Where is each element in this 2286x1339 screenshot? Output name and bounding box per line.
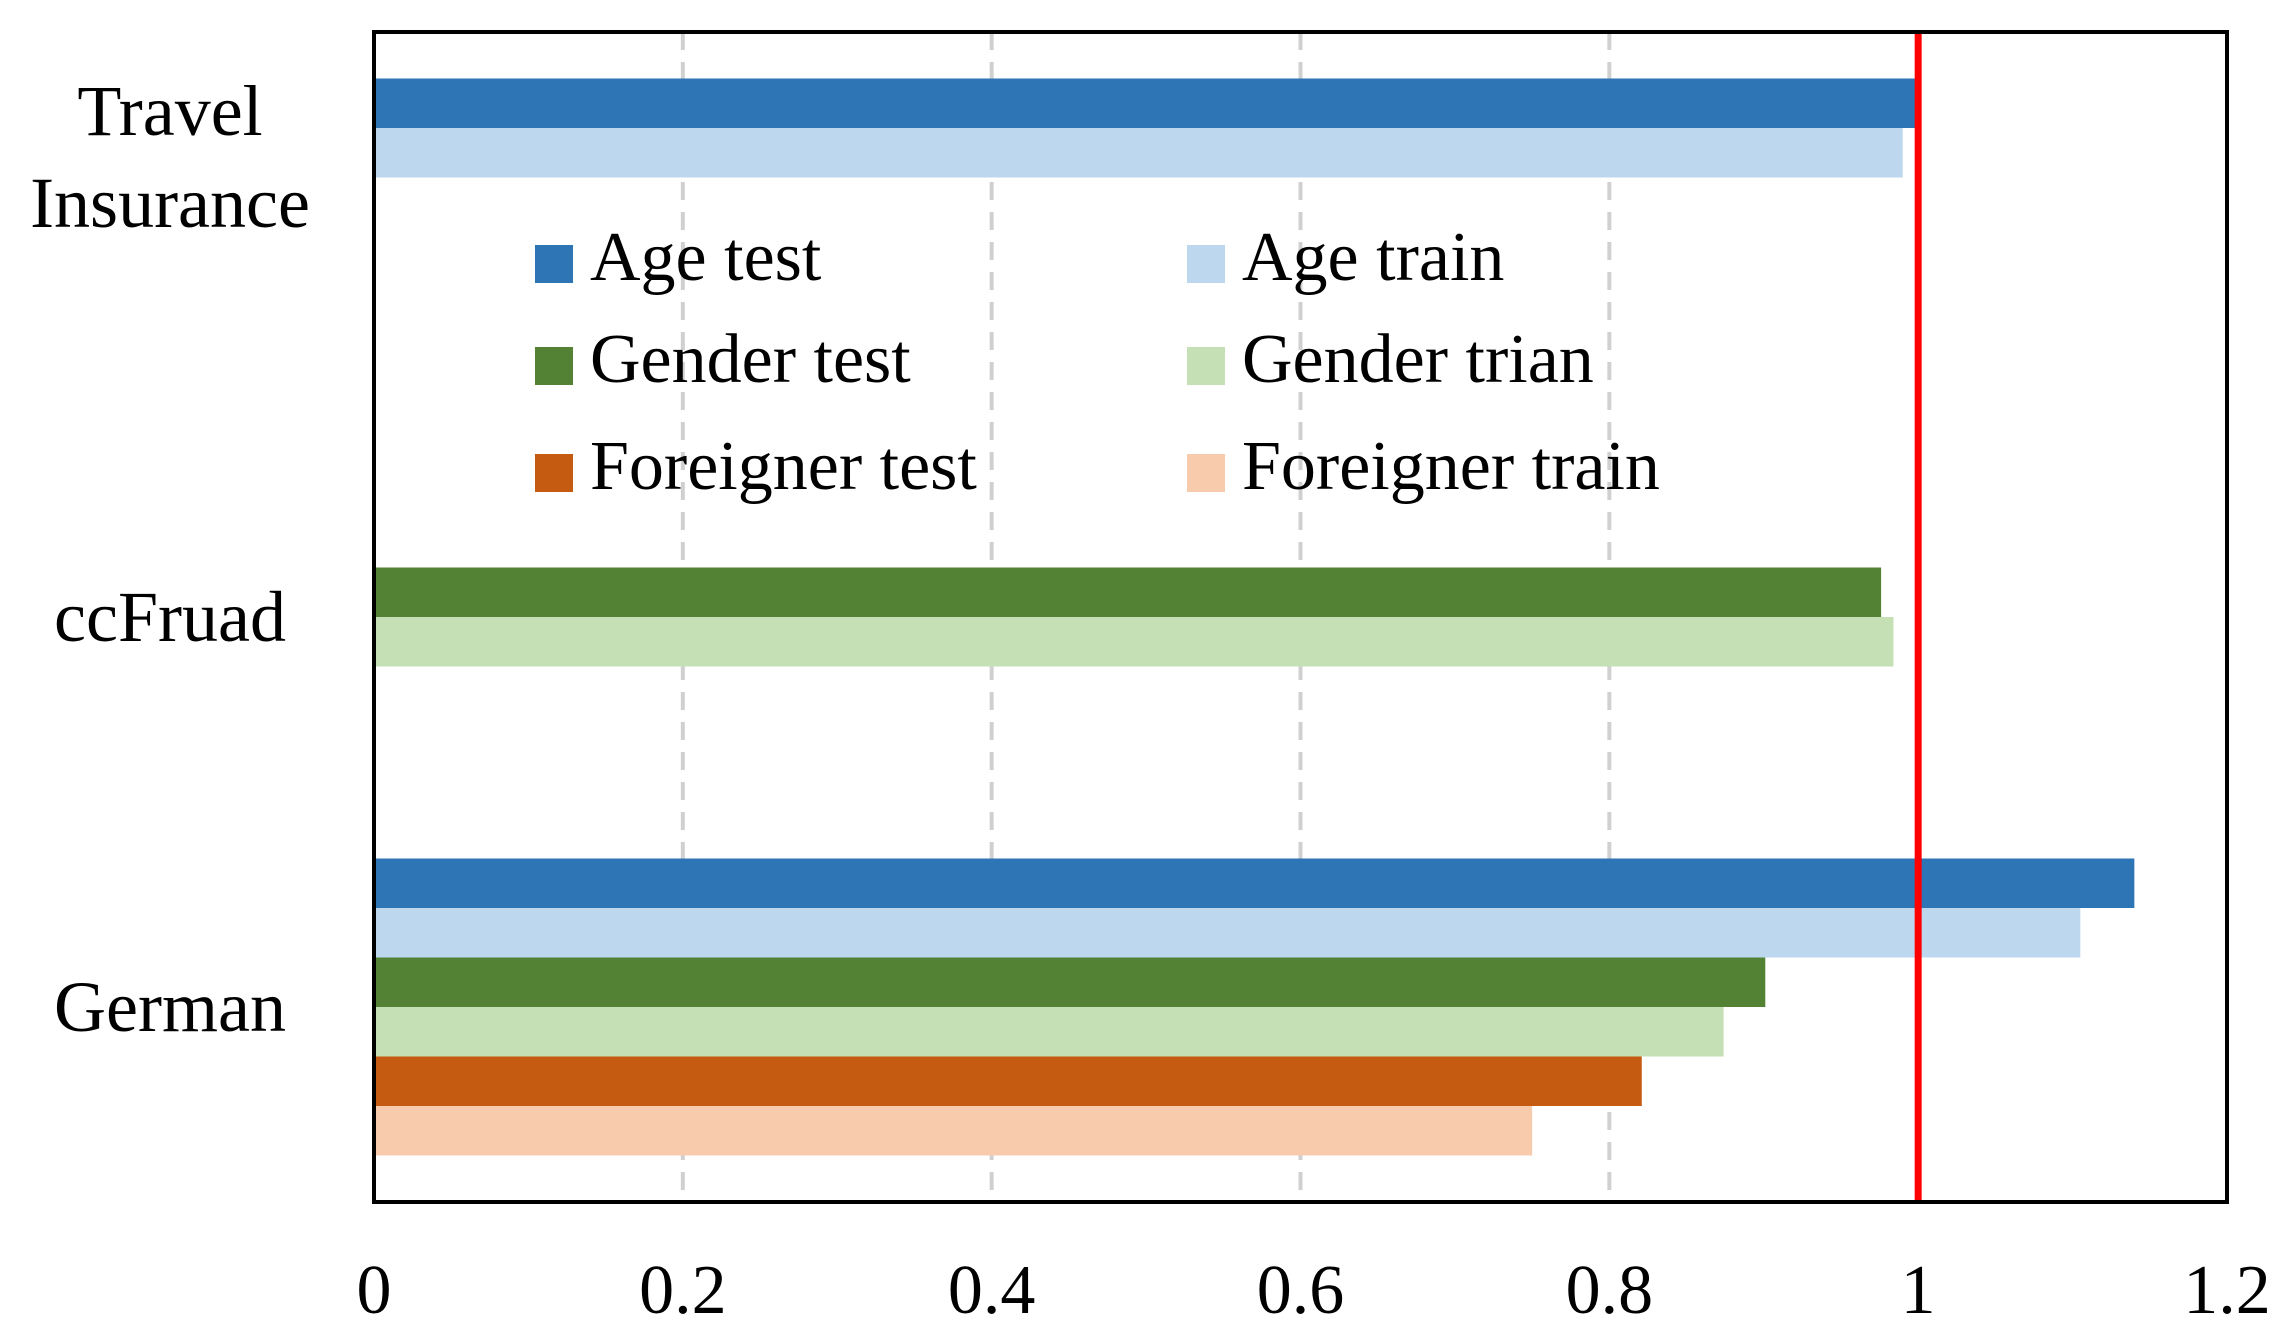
bar <box>374 1007 1724 1057</box>
bar <box>374 1056 1642 1106</box>
legend-label: Gender test <box>590 321 911 398</box>
legend-label: Foreigner test <box>590 428 977 505</box>
x-tick-label: 1 <box>1901 1252 1936 1329</box>
y-tick-label: Travel Insurance <box>30 71 310 243</box>
legend-label: Foreigner train <box>1242 428 1660 505</box>
legend-label: Age train <box>1242 219 1504 296</box>
bar <box>374 128 1903 178</box>
x-tick-label: 0.6 <box>1257 1252 1345 1329</box>
x-tick-label: 0 <box>357 1252 392 1329</box>
x-tick-label: 0.2 <box>639 1252 727 1329</box>
legend-swatch <box>535 454 573 492</box>
bar <box>374 858 2135 908</box>
bar <box>374 908 2081 958</box>
x-tick-label: 1.2 <box>2183 1252 2271 1329</box>
legend-label: Gender trian <box>1242 321 1594 398</box>
legend-swatch <box>535 245 573 283</box>
bar <box>374 957 1766 1007</box>
y-tick-label: ccFruad <box>54 577 286 657</box>
bar <box>374 567 1882 617</box>
legend-swatch <box>1187 347 1225 385</box>
legend-swatch <box>1187 245 1225 283</box>
bar <box>374 617 1894 667</box>
bar <box>374 78 1916 128</box>
legend-swatch <box>1187 454 1225 492</box>
y-tick-label: German <box>54 967 286 1047</box>
x-tick-label: 0.8 <box>1566 1252 1654 1329</box>
legend-swatch <box>535 347 573 385</box>
plot-border <box>372 30 2229 1204</box>
legend-label: Age test <box>590 219 822 296</box>
bar <box>374 1106 1533 1156</box>
x-tick-label: 0.4 <box>948 1252 1036 1329</box>
